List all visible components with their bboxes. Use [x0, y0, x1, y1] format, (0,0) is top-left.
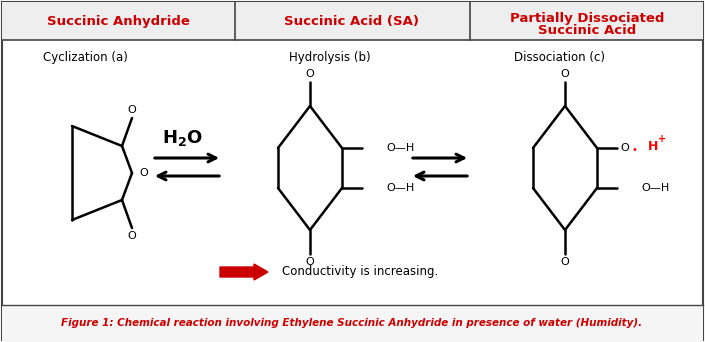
Text: O: O: [560, 257, 570, 267]
Text: $\mathbf{H_2O}$: $\mathbf{H_2O}$: [161, 128, 202, 148]
Text: Dissociation (c): Dissociation (c): [515, 51, 606, 64]
Text: O—H: O—H: [641, 183, 669, 193]
Text: O: O: [128, 105, 136, 115]
FancyArrow shape: [220, 264, 268, 280]
Text: H: H: [648, 140, 658, 153]
Text: Partially Dissociated: Partially Dissociated: [510, 12, 664, 25]
Text: Hydrolysis (b): Hydrolysis (b): [289, 51, 371, 64]
Bar: [2, 2, 703, 40]
Text: •: •: [631, 145, 637, 155]
Text: O—H: O—H: [386, 143, 415, 153]
Text: Figure 1: Chemical reaction involving Ethylene Succinic Anhydride in presence of: Figure 1: Chemical reaction involving Et…: [61, 318, 642, 328]
Text: O: O: [140, 168, 148, 178]
Text: O: O: [620, 143, 630, 153]
Text: Cyclization (a): Cyclization (a): [42, 51, 128, 64]
Text: Succinic Acid: Succinic Acid: [538, 24, 636, 37]
Text: O: O: [128, 231, 136, 241]
Text: O—H: O—H: [386, 183, 415, 193]
Text: O: O: [306, 257, 314, 267]
Bar: [2, 305, 703, 342]
Text: Succinic Anhydride: Succinic Anhydride: [47, 14, 190, 27]
Text: Conductivity is increasing.: Conductivity is increasing.: [282, 265, 439, 278]
Text: O: O: [306, 69, 314, 79]
Text: O: O: [560, 69, 570, 79]
Text: Succinic Acid (SA): Succinic Acid (SA): [285, 14, 419, 27]
Text: +: +: [658, 134, 666, 144]
